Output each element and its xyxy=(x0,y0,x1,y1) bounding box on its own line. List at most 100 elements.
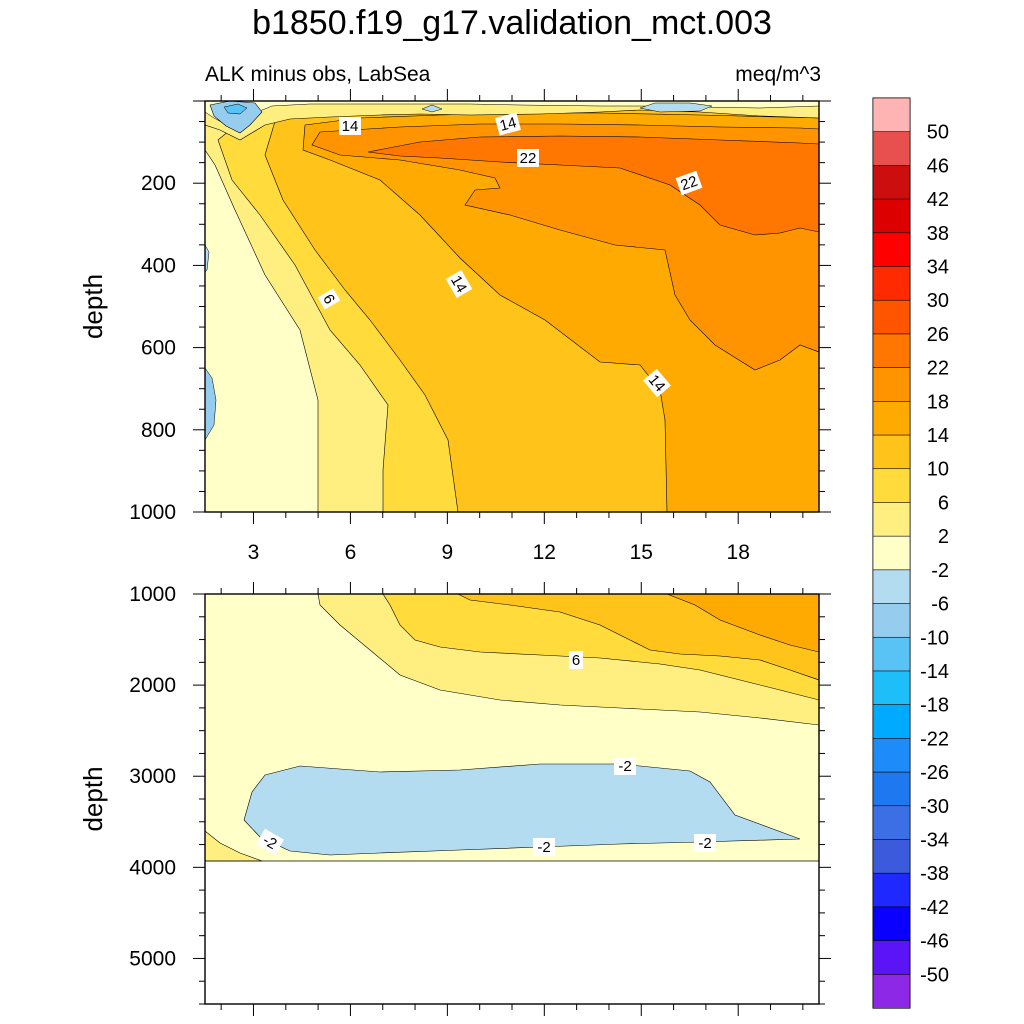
lower-contour-panel xyxy=(205,594,819,862)
x-tick-label: 15 xyxy=(630,541,653,564)
colorbar-swatch xyxy=(872,973,911,1009)
colorbar-swatch xyxy=(872,670,911,706)
axis-labels: 200 400 600 800 1000 depth 1000 2000 3000 4000 500… xyxy=(78,172,750,970)
colorbar-swatch xyxy=(872,131,911,167)
colorbar-level-label: -26 xyxy=(920,762,949,784)
colorbar-swatch xyxy=(872,266,911,301)
colorbar-level-label: 30 xyxy=(927,290,949,312)
svg-text:14: 14 xyxy=(447,273,470,296)
y-tick-label: 3000 xyxy=(129,765,176,788)
colorbar-swatch xyxy=(872,468,911,504)
x-tick-label: 12 xyxy=(533,541,556,564)
colorbar-swatch xyxy=(872,603,911,638)
svg-text:-2: -2 xyxy=(618,758,631,775)
contour-label: 6 xyxy=(569,651,583,669)
contour-label: -2 xyxy=(255,828,285,856)
colorbar-swatch xyxy=(872,367,911,402)
y-tick-label: 1000 xyxy=(129,583,176,606)
x-tick-label: 3 xyxy=(248,541,260,564)
colorbar-level-label: 38 xyxy=(927,223,949,245)
svg-text:22: 22 xyxy=(520,150,537,167)
colorbar-swatch xyxy=(872,872,911,908)
colorbar-swatch xyxy=(872,569,911,605)
svg-text:22: 22 xyxy=(678,173,699,195)
svg-text:14: 14 xyxy=(342,118,359,135)
contour-label: 22 xyxy=(675,170,703,196)
x-tick-label: 9 xyxy=(442,541,454,564)
upper-contour-panel xyxy=(205,101,819,512)
y-tick-label: 600 xyxy=(141,337,176,360)
colorbar-level-label: 22 xyxy=(927,358,949,380)
colorbar-swatch xyxy=(872,738,911,773)
fill-left-edge-neg-1 xyxy=(205,244,210,273)
colorbar-level-label: 14 xyxy=(927,425,949,447)
y-tick-label: 2000 xyxy=(129,674,176,697)
colorbar-level-label: -50 xyxy=(920,964,949,986)
colorbar-level-label: 46 xyxy=(927,155,949,177)
chart-title: b1850.f19_g17.validation_mct.003 xyxy=(252,4,772,42)
y-axis-label: depth xyxy=(78,274,108,339)
y-tick-label: 400 xyxy=(141,254,176,277)
colorbar-swatch xyxy=(872,299,911,335)
fill-surface-neg-mid xyxy=(421,104,443,113)
x-tick-label: 6 xyxy=(345,541,357,564)
y-tick-label: 200 xyxy=(141,172,176,195)
colorbar-level-label: -30 xyxy=(920,796,949,818)
colorbar-level-label: 34 xyxy=(927,257,949,279)
colorbar-swatch xyxy=(872,940,911,975)
colorbar-level-label: -18 xyxy=(920,695,949,717)
colorbar-level-label: -42 xyxy=(920,897,949,919)
contour-label: 14 xyxy=(339,117,361,135)
colorbar-level-label: -34 xyxy=(920,829,949,851)
svg-text:14: 14 xyxy=(498,114,519,135)
y-axis-label: depth xyxy=(78,766,108,831)
fill-left-edge-neg-2 xyxy=(205,367,217,441)
y-tick-label: 5000 xyxy=(129,947,176,970)
colorbar-level-label: -2 xyxy=(931,560,949,582)
contour-label: 14 xyxy=(495,112,521,136)
colorbar: 50 46 42 38 34 30 26 22 18 14 10 6 2 -2 -6 -10 -14 -18 -22… xyxy=(872,97,949,1009)
colorbar-swatch xyxy=(872,165,911,200)
fill-surface-neg-right xyxy=(639,102,713,113)
chart-subtitle-variable: ALK minus obs, LabSea xyxy=(205,63,431,86)
svg-text:6: 6 xyxy=(572,652,580,669)
colorbar-swatch xyxy=(872,535,911,571)
colorbar-level-label: 42 xyxy=(927,189,949,211)
colorbar-swatch xyxy=(872,232,911,268)
colorbar-level-label: 10 xyxy=(927,459,949,481)
contour-label: -2 xyxy=(694,834,716,852)
colorbar-level-label: 6 xyxy=(938,492,949,514)
contour-label: 22 xyxy=(517,149,539,167)
colorbar-level-label: 2 xyxy=(938,526,949,548)
colorbar-level-label: 18 xyxy=(927,391,949,413)
colorbar-level-label: -22 xyxy=(920,728,949,750)
colorbar-swatch xyxy=(872,401,911,436)
colorbar-swatch xyxy=(872,333,911,369)
contour-label: 6 xyxy=(317,288,341,310)
contour-label: 14 xyxy=(643,368,671,398)
colorbar-swatch xyxy=(872,805,911,841)
contour-label: 14 xyxy=(445,269,473,299)
fill-deep-14-18 xyxy=(666,594,819,653)
colorbar-level-label: -46 xyxy=(920,931,949,953)
y-tick-label: 1000 xyxy=(129,501,176,524)
colorbar-swatch xyxy=(872,198,911,234)
colorbar-swatch xyxy=(872,704,911,739)
colorbar-level-label: -38 xyxy=(920,863,949,885)
colorbar-swatch xyxy=(872,97,911,133)
colorbar-level-label: 50 xyxy=(927,122,949,144)
svg-text:-2: -2 xyxy=(698,835,711,852)
y-tick-label: 800 xyxy=(141,419,176,442)
chart-subtitle-units: meq/m^3 xyxy=(735,63,821,86)
svg-text:-2: -2 xyxy=(537,839,550,856)
axis-ticks xyxy=(193,89,831,1016)
colorbar-level-label: -14 xyxy=(920,661,949,683)
colorbar-swatch xyxy=(872,839,911,874)
contour-label: -2 xyxy=(614,757,636,775)
colorbar-level-label: 26 xyxy=(927,324,949,346)
colorbar-swatch xyxy=(872,636,911,672)
contour-label: -2 xyxy=(533,838,555,856)
fill-surface-neg-left-core xyxy=(223,103,248,115)
